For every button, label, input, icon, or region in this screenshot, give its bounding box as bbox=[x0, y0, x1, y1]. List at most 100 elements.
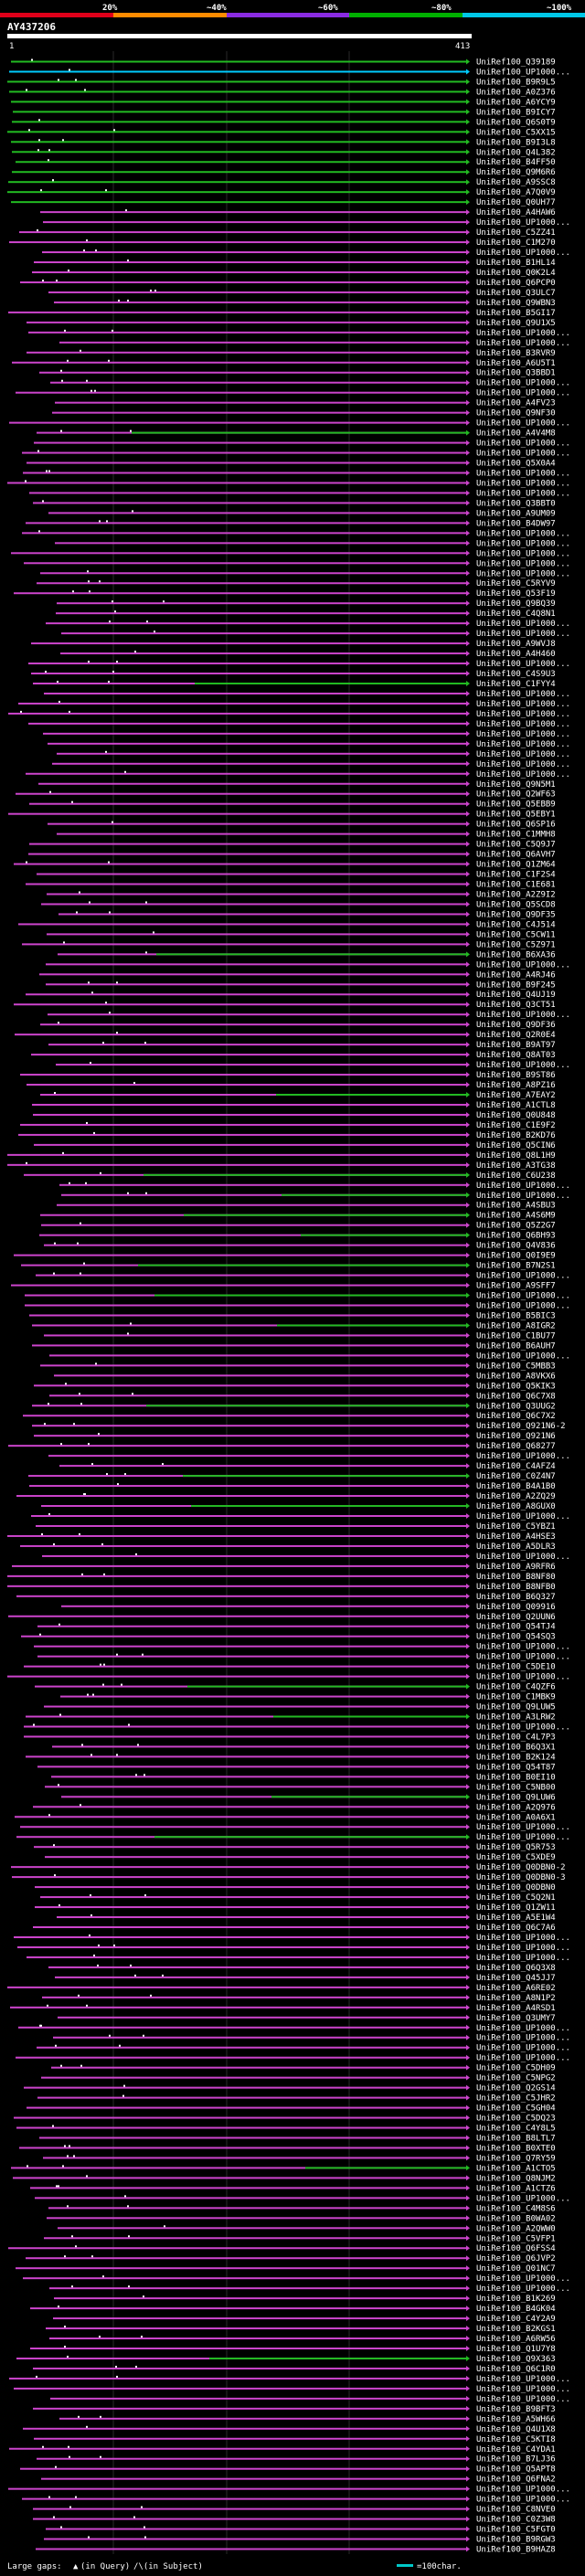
hit-row[interactable]: UniRef100_UP1000... bbox=[23, 2274, 570, 2284]
hit-bar[interactable] bbox=[45, 1856, 466, 1859]
hit-row[interactable]: UniRef100_A4RSD1 bbox=[10, 2004, 556, 2013]
hit-label[interactable]: UniRef100_Q9BQ39 bbox=[476, 599, 556, 609]
hit-row[interactable]: UniRef100_UP1000... bbox=[49, 1352, 570, 1361]
hit-bar[interactable] bbox=[22, 2497, 466, 2500]
hit-bar[interactable] bbox=[34, 1435, 466, 1437]
hit-label[interactable]: UniRef100_UP1000... bbox=[476, 339, 570, 348]
hit-row[interactable]: UniRef100_Q3UMY7 bbox=[58, 2014, 556, 2023]
hit-bar[interactable] bbox=[59, 1183, 466, 1186]
hit-label[interactable]: UniRef100_Q53F19 bbox=[476, 589, 556, 599]
hit-bar[interactable] bbox=[7, 1153, 466, 1156]
hit-row[interactable]: UniRef100_A9UM09 bbox=[48, 509, 556, 518]
hit-row[interactable]: UniRef100_B5GI17 bbox=[8, 309, 556, 318]
hit-row[interactable]: UniRef100_Q6C7A6 bbox=[33, 1924, 556, 1933]
hit-bar[interactable] bbox=[9, 2447, 466, 2450]
hit-bar-high-identity[interactable] bbox=[282, 1193, 466, 1196]
hit-row[interactable]: UniRef100_C5CW11 bbox=[47, 930, 556, 939]
hit-label[interactable]: UniRef100_Q5R753 bbox=[476, 1843, 556, 1852]
hit-row[interactable]: UniRef100_C4J514 bbox=[18, 920, 556, 929]
hit-bar-high-identity[interactable] bbox=[187, 1685, 466, 1688]
hit-row[interactable]: UniRef100_Q5KIK3 bbox=[34, 1382, 556, 1391]
hit-label[interactable]: UniRef100_Q6PCP0 bbox=[476, 279, 556, 288]
hit-label[interactable]: UniRef100_C5DE10 bbox=[476, 1663, 556, 1672]
hit-bar[interactable] bbox=[57, 1203, 466, 1206]
hit-bar[interactable] bbox=[42, 1996, 466, 1998]
hit-bar[interactable] bbox=[14, 2387, 466, 2390]
hit-row[interactable]: UniRef100_Q9N5M1 bbox=[38, 780, 556, 790]
hit-row[interactable]: UniRef100_UP1000... bbox=[36, 1272, 570, 1281]
hit-bar[interactable] bbox=[8, 2487, 466, 2490]
hit-row[interactable]: UniRef100_Q6BH93 bbox=[39, 1232, 556, 1241]
hit-bar[interactable] bbox=[23, 2427, 466, 2430]
hit-row[interactable]: UniRef100_UP1000... bbox=[27, 1954, 570, 1963]
hit-row[interactable]: UniRef100_UP1000... bbox=[25, 1302, 570, 1311]
hit-row[interactable]: UniRef100_Q6JVP2 bbox=[26, 2254, 556, 2263]
hit-row[interactable]: UniRef100_Q0DBN0 bbox=[35, 1883, 556, 1892]
hit-label[interactable]: UniRef100_A4RSD1 bbox=[476, 2004, 556, 2013]
hit-bar[interactable] bbox=[26, 883, 466, 885]
hit-bar-high-identity[interactable] bbox=[154, 1836, 466, 1839]
hit-row[interactable]: UniRef100_B4DW97 bbox=[26, 519, 556, 528]
hit-label[interactable]: UniRef100_Q09916 bbox=[476, 1603, 556, 1612]
hit-label[interactable]: UniRef100_Q8AT03 bbox=[476, 1051, 556, 1060]
hit-label[interactable]: UniRef100_A5E1W4 bbox=[476, 1913, 556, 1923]
hit-label[interactable]: UniRef100_C4M8S6 bbox=[476, 2204, 556, 2213]
hit-row[interactable]: UniRef100_A8IGR2 bbox=[32, 1321, 556, 1330]
hit-label[interactable]: UniRef100_Q9DF35 bbox=[476, 910, 556, 919]
hit-label[interactable]: UniRef100_Q921N6-2 bbox=[476, 1422, 566, 1431]
hit-row[interactable]: UniRef100_Q53F19 bbox=[14, 589, 556, 599]
hit-label[interactable]: UniRef100_UP1000... bbox=[476, 1302, 570, 1311]
hit-row[interactable]: UniRef100_Q4V836 bbox=[44, 1242, 556, 1251]
hit-label[interactable]: UniRef100_UP1000... bbox=[476, 660, 570, 669]
hit-row[interactable]: UniRef100_C4Y2A9 bbox=[53, 2315, 556, 2324]
hit-row[interactable]: UniRef100_C4Y8L5 bbox=[16, 2125, 556, 2134]
hit-bar[interactable] bbox=[54, 1374, 466, 1377]
hit-label[interactable]: UniRef100_B9F245 bbox=[476, 981, 556, 990]
hit-bar[interactable] bbox=[37, 2096, 466, 2099]
hit-bar[interactable] bbox=[10, 2006, 466, 2009]
hit-label[interactable]: UniRef100_UP1000... bbox=[476, 419, 570, 429]
hit-row[interactable]: UniRef100_Q2WF63 bbox=[16, 790, 556, 800]
hit-bar[interactable] bbox=[38, 782, 466, 785]
hit-row[interactable]: UniRef100_B7LJ36 bbox=[37, 2455, 556, 2465]
hit-bar[interactable] bbox=[47, 2217, 466, 2220]
hit-row[interactable]: UniRef100_Q7RY59 bbox=[43, 2154, 556, 2163]
hit-label[interactable]: UniRef100_A0Z376 bbox=[476, 88, 556, 97]
hit-row[interactable]: UniRef100_UP1000... bbox=[7, 1673, 570, 1682]
hit-row[interactable]: UniRef100_B9HAZ8 bbox=[36, 2546, 556, 2555]
hit-label[interactable]: UniRef100_B2KD76 bbox=[476, 1131, 556, 1140]
hit-row[interactable]: UniRef100_UP1000... bbox=[37, 1653, 570, 1662]
hit-label[interactable]: UniRef100_Q9U1X5 bbox=[476, 319, 556, 328]
hit-bar[interactable] bbox=[51, 2066, 466, 2069]
hit-row[interactable]: UniRef100_UP1000... bbox=[22, 529, 570, 538]
hit-label[interactable]: UniRef100_UP1000... bbox=[476, 1643, 570, 1652]
hit-bar[interactable] bbox=[26, 772, 466, 775]
hit-label[interactable]: UniRef100_UP1000... bbox=[476, 1944, 570, 1953]
hit-row[interactable]: UniRef100_Q2UUN6 bbox=[8, 1613, 556, 1622]
hit-bar[interactable] bbox=[37, 873, 466, 875]
hit-label[interactable]: UniRef100_Q9LUW5 bbox=[476, 1703, 556, 1712]
hit-label[interactable]: UniRef100_Q54T87 bbox=[476, 1763, 556, 1772]
hit-bar[interactable] bbox=[58, 913, 466, 916]
hit-row[interactable]: UniRef100_A7EAY2 bbox=[40, 1091, 556, 1100]
hit-label[interactable]: UniRef100_C8NVE0 bbox=[476, 2506, 556, 2515]
hit-row[interactable]: UniRef100_B9R9L5 bbox=[7, 78, 556, 87]
hit-row[interactable]: UniRef100_UP1000... bbox=[49, 2284, 570, 2294]
hit-label[interactable]: UniRef100_A4H460 bbox=[476, 650, 556, 659]
hit-bar[interactable] bbox=[12, 171, 466, 174]
hit-row[interactable]: UniRef100_UP1000... bbox=[7, 479, 570, 488]
hit-label[interactable]: UniRef100_A8IGR2 bbox=[476, 1321, 556, 1330]
hit-row[interactable]: UniRef100_Q3UUG2 bbox=[32, 1402, 556, 1411]
hit-row[interactable]: UniRef100_A0Z376 bbox=[9, 88, 556, 97]
hit-bar[interactable] bbox=[29, 843, 466, 845]
hit-label[interactable]: UniRef100_B4FF50 bbox=[476, 158, 556, 167]
hit-label[interactable]: UniRef100_A6U5T1 bbox=[476, 359, 556, 368]
hit-label[interactable]: UniRef100_C5DH09 bbox=[476, 2064, 556, 2073]
hit-row[interactable]: UniRef100_B8NFB0 bbox=[7, 1583, 556, 1592]
hit-bar[interactable] bbox=[7, 131, 466, 133]
hit-row[interactable]: UniRef100_C5KTI8 bbox=[34, 2435, 556, 2444]
hit-row[interactable]: UniRef100_Q3BBD1 bbox=[39, 369, 556, 378]
hit-bar-high-identity[interactable] bbox=[301, 1234, 466, 1236]
hit-bar[interactable] bbox=[59, 2417, 466, 2420]
hit-bar[interactable] bbox=[13, 2177, 466, 2179]
